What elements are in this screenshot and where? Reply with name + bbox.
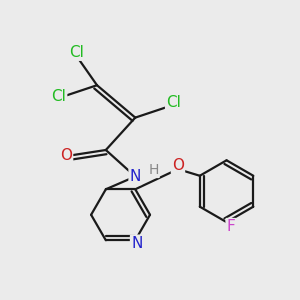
Text: H: H bbox=[148, 163, 159, 177]
Text: Cl: Cl bbox=[69, 45, 84, 60]
Text: O: O bbox=[172, 158, 184, 173]
Text: F: F bbox=[226, 219, 235, 234]
Text: O: O bbox=[60, 148, 72, 164]
Text: Cl: Cl bbox=[51, 89, 66, 104]
Text: Cl: Cl bbox=[166, 95, 181, 110]
Text: N: N bbox=[130, 169, 141, 184]
Text: N: N bbox=[131, 236, 142, 251]
